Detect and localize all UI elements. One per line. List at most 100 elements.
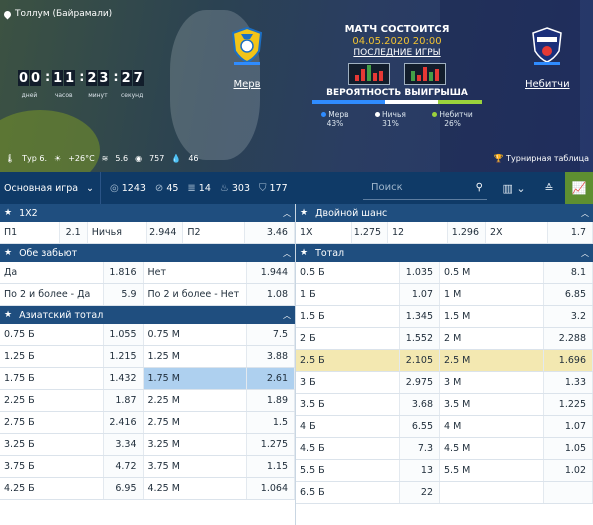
outcome-label[interactable]: 5.5 Б [296, 460, 400, 481]
outcome-label[interactable]: 5.5 М [440, 460, 544, 481]
odds-value[interactable]: 2.416 [103, 412, 144, 433]
odds-value[interactable]: 1.816 [103, 262, 144, 283]
outcome-label[interactable]: 1.75 М [143, 368, 248, 389]
outcome-label[interactable]: 2.25 Б [0, 390, 104, 411]
outcome-label[interactable]: 4.5 М [440, 438, 544, 459]
chevron-up-icon[interactable]: ︿ [283, 310, 291, 320]
outcome-label[interactable]: 1 М [440, 284, 544, 305]
star-icon[interactable]: ★ [300, 208, 309, 218]
outcome-label[interactable]: 1.5 Б [296, 306, 400, 327]
market-group-select[interactable]: Основная игра ⌄ [0, 172, 101, 204]
odds-value[interactable]: 22 [400, 482, 440, 503]
away-team[interactable]: Небитчи [525, 26, 570, 90]
odds-value[interactable]: 1.944 [247, 262, 295, 283]
odds-value[interactable]: 3.46 [245, 222, 295, 243]
odds-value[interactable]: 1.275 [247, 434, 295, 455]
outcome-label[interactable]: 3.25 Б [0, 434, 104, 455]
outcome-label[interactable]: 1.75 Б [0, 368, 104, 389]
outcome-label[interactable]: 4.25 Б [0, 478, 104, 499]
chart-icon[interactable]: 📈 [565, 172, 593, 204]
odds-value[interactable]: 3.88 [247, 346, 295, 367]
odds-value[interactable]: 7.3 [400, 438, 440, 459]
odds-value[interactable]: 3.2 [544, 306, 593, 327]
odds-value[interactable]: 2.1 [59, 222, 88, 243]
odds-value[interactable]: 5.9 [103, 284, 144, 305]
away-team-name[interactable]: Небитчи [525, 79, 570, 90]
odds-value[interactable]: 1.345 [400, 306, 440, 327]
outcome-label[interactable]: 4.25 М [144, 478, 248, 499]
chevron-up-icon[interactable]: ︿ [581, 248, 589, 258]
outcome-label[interactable]: 1.25 М [144, 346, 248, 367]
market-header[interactable]: ★ Двойной шанс ︿ [296, 204, 593, 222]
market-header[interactable]: ★ 1X2 ︿ [0, 204, 295, 222]
outcome-label[interactable]: 2.75 М [144, 412, 248, 433]
odds-value[interactable]: 1.7 [548, 222, 593, 243]
outcome-label[interactable]: По 2 и более - Нет [144, 284, 248, 305]
home-team[interactable]: Мерв [230, 26, 264, 90]
market-header[interactable]: ★ Азиатский тотал ︿ [0, 306, 295, 324]
outcome-label[interactable]: 0.75 Б [0, 324, 104, 345]
odds-value[interactable]: 2.975 [400, 372, 440, 393]
chevron-up-icon[interactable]: ︿ [581, 208, 589, 218]
odds-value[interactable]: 2.105 [400, 350, 440, 371]
outcome-label[interactable] [440, 482, 544, 503]
odds-value[interactable]: 2.61 [247, 368, 295, 389]
chevron-up-icon[interactable]: ︿ [283, 208, 291, 218]
outcome-label[interactable]: 0.75 М [144, 324, 248, 345]
outcome-label[interactable]: 2.75 Б [0, 412, 104, 433]
outcome-label[interactable]: 3.5 Б [296, 394, 400, 415]
market-filter-fire[interactable]: ♨ 303 [220, 183, 250, 194]
outcome-label[interactable]: 2 Б [296, 328, 400, 349]
home-team-name[interactable]: Мерв [233, 79, 261, 90]
odds-value[interactable]: 6.95 [103, 478, 144, 499]
odds-value[interactable]: 1.035 [400, 262, 440, 283]
odds-value[interactable]: 6.85 [544, 284, 593, 305]
outcome-label[interactable]: По 2 и более - Да [0, 284, 104, 305]
outcome-label[interactable]: 0.5 Б [296, 262, 400, 283]
chevron-up-icon[interactable]: ︿ [283, 248, 291, 258]
outcome-label[interactable]: 2 М [440, 328, 544, 349]
odds-value[interactable]: 1.552 [400, 328, 440, 349]
odds-value[interactable]: 1.87 [103, 390, 144, 411]
outcome-label[interactable]: 3 М [440, 372, 544, 393]
outcome-label[interactable]: 1 Б [296, 284, 400, 305]
odds-value[interactable]: 2.944 [147, 222, 184, 243]
odds-value[interactable]: 1.064 [247, 478, 295, 499]
odds-value[interactable] [544, 482, 593, 503]
outcome-label[interactable]: 12 [388, 222, 448, 243]
away-form-chart[interactable] [404, 63, 446, 85]
outcome-label[interactable]: 4 Б [296, 416, 400, 437]
standings-link[interactable]: 🏆 Турнирная таблица [494, 154, 589, 163]
odds-value[interactable]: 1.225 [544, 394, 593, 415]
odds-value[interactable]: 1.02 [544, 460, 593, 481]
outcome-label[interactable]: Да [0, 262, 104, 283]
odds-value[interactable]: 1.275 [352, 222, 388, 243]
outcome-label[interactable]: 4.5 Б [296, 438, 400, 459]
odds-value[interactable]: 1.89 [247, 390, 295, 411]
odds-value[interactable]: 1.055 [103, 324, 144, 345]
outcome-label[interactable]: 3.75 Б [0, 456, 104, 477]
odds-value[interactable]: 6.55 [400, 416, 440, 437]
odds-value[interactable]: 1.05 [544, 438, 593, 459]
odds-value[interactable]: 8.1 [544, 262, 593, 283]
odds-value[interactable]: 2.288 [544, 328, 593, 349]
odds-value[interactable]: 7.5 [247, 324, 295, 345]
outcome-label[interactable]: 3.25 М [144, 434, 248, 455]
outcome-label[interactable]: 2.5 М [440, 350, 544, 371]
market-header[interactable]: ★ Обе забьют ︿ [0, 244, 295, 262]
star-icon[interactable]: ★ [4, 310, 13, 320]
odds-value[interactable]: 1.296 [448, 222, 486, 243]
odds-value[interactable]: 1.15 [247, 456, 295, 477]
layout-columns-icon[interactable]: ▥ ⌄ [502, 181, 526, 195]
star-icon[interactable]: ★ [4, 208, 13, 218]
outcome-label[interactable]: 3.5 М [440, 394, 544, 415]
outcome-label[interactable]: 3 Б [296, 372, 400, 393]
outcome-label[interactable]: 2X [486, 222, 548, 243]
outcome-label[interactable]: Нет [144, 262, 248, 283]
odds-value[interactable]: 1.696 [544, 350, 593, 371]
market-header[interactable]: ★ Тотал ︿ [296, 244, 593, 262]
outcome-label[interactable]: 0.5 М [440, 262, 544, 283]
market-filter-shield[interactable]: ⛉ 177 [259, 183, 288, 194]
odds-value[interactable]: 13 [400, 460, 440, 481]
outcome-label[interactable]: 1.5 М [440, 306, 544, 327]
